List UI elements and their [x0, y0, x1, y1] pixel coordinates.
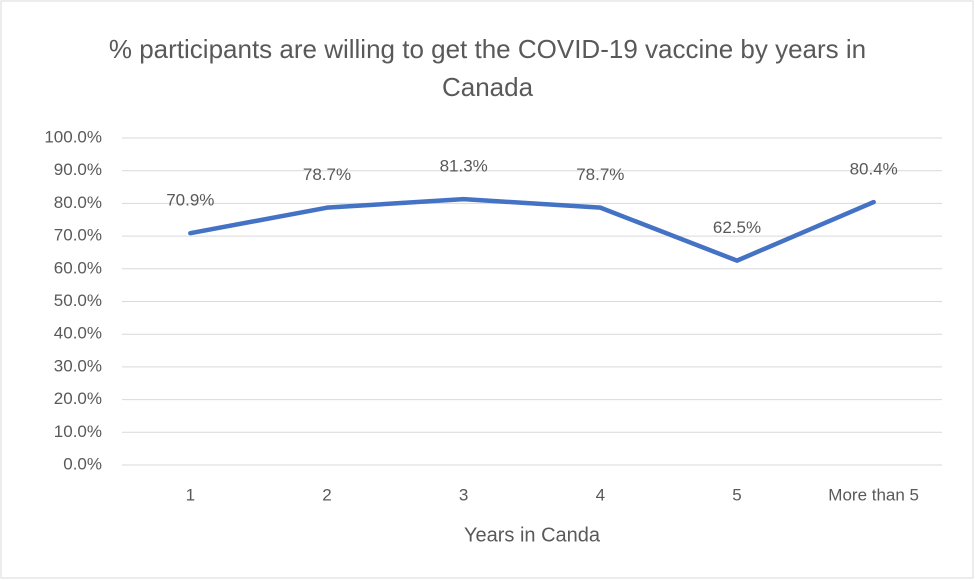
y-tick-label: 10.0%	[54, 422, 102, 441]
line-series	[188, 196, 876, 263]
y-tick-label: 20.0%	[54, 389, 102, 408]
y-tick-label: 70.0%	[54, 226, 102, 245]
y-tick-label: 30.0%	[54, 356, 102, 375]
x-tick-label: 2	[322, 485, 331, 504]
data-label: 81.3%	[440, 157, 488, 176]
y-tick-label: 100.0%	[44, 127, 102, 146]
chart-title: % participants are willing to get the CO…	[108, 34, 867, 102]
x-tick-label: 1	[186, 485, 195, 504]
data-label: 78.7%	[303, 165, 351, 184]
data-label: 78.7%	[576, 165, 624, 184]
x-tick-label: 4	[596, 485, 605, 504]
y-tick-label: 40.0%	[54, 324, 102, 343]
x-axis-title: Years in Canda	[464, 524, 601, 546]
y-tick-label: 90.0%	[54, 160, 102, 179]
data-label: 70.9%	[166, 191, 214, 210]
x-tick-label: 3	[459, 485, 468, 504]
x-tick-label: 5	[732, 485, 741, 504]
y-tick-label: 0.0%	[63, 454, 102, 473]
y-tick-label: 50.0%	[54, 291, 102, 310]
x-tick-label: More than 5	[828, 485, 919, 504]
data-label: 62.5%	[713, 218, 761, 237]
data-label: 80.4%	[850, 160, 898, 179]
y-tick-label: 80.0%	[54, 193, 102, 212]
y-tick-label: 60.0%	[54, 258, 102, 277]
